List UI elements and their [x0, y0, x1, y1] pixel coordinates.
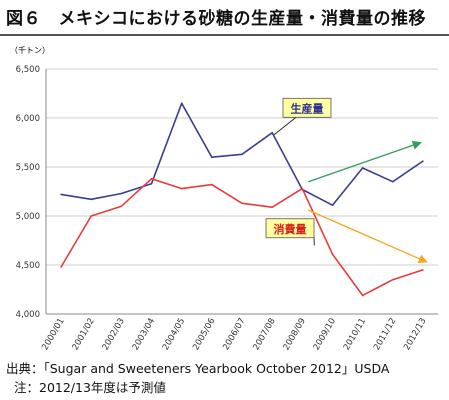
data-point [211, 156, 213, 158]
series-lines [60, 102, 424, 297]
data-point [120, 205, 123, 207]
data-point [391, 278, 394, 281]
x-tick-label: 2000/01 [40, 317, 66, 353]
data-point [361, 294, 364, 297]
source-note: 出典：「Sugar and Sweeteners Yearbook Octobe… [6, 361, 390, 376]
data-point [150, 177, 153, 180]
x-tick-label: 2004/05 [161, 317, 187, 353]
callout-label-consumption: 消費量 [274, 222, 307, 236]
data-point [60, 266, 62, 268]
data-point [90, 215, 93, 217]
data-point [241, 153, 243, 156]
data-point [90, 198, 93, 201]
data-point [271, 131, 273, 134]
y-tick-label: 4,500 [16, 261, 40, 271]
data-point [211, 183, 213, 186]
x-tick-label: 2006/07 [221, 317, 247, 353]
trend-arrows [308, 140, 428, 263]
callout-box [282, 97, 332, 118]
x-tick-label: 2012/13 [402, 317, 428, 353]
data-point [422, 269, 424, 271]
y-tick-label: 5,000 [16, 212, 40, 222]
y-axis-unit-label: （千トン） [10, 45, 50, 55]
x-axis-ticks: 2000/01 2001/02 2002/03 2003/04 2004/05 2005/… [40, 317, 428, 353]
data-point [331, 253, 334, 256]
chart-title: 図６ メキシコにおける砂糖の生産量・消費量の推移 [6, 9, 426, 29]
x-tick-label: 2001/02 [71, 317, 97, 353]
x-tick-label: 2010/11 [342, 317, 368, 353]
y-tick-label: 6,500 [16, 65, 40, 75]
x-tick-label: 2007/08 [251, 317, 277, 353]
y-axis-ticks: 6,500 6,000 5,500 5,000 4,500 4,000 [16, 65, 40, 320]
data-point [271, 206, 273, 208]
data-point [180, 102, 183, 105]
data-point [331, 204, 334, 207]
data-point [120, 192, 123, 195]
forecast-note: 注：2012/13年度は予測値 [14, 380, 166, 395]
x-tick-label: 2005/06 [191, 317, 217, 353]
y-tick-label: 6,000 [16, 114, 40, 124]
data-point [241, 202, 243, 205]
y-tick-label: 5,500 [16, 163, 40, 173]
grid-lines [45, 68, 438, 315]
title-divider [0, 34, 449, 36]
data-point [180, 187, 183, 190]
x-tick-label: 2008/09 [282, 317, 308, 353]
x-tick-label: 2003/04 [131, 317, 157, 353]
data-point [361, 167, 364, 169]
x-tick-label: 2009/10 [312, 317, 338, 353]
data-point [422, 160, 424, 162]
x-tick-label: 2011/12 [372, 317, 398, 353]
trend-arrow-down [308, 209, 428, 263]
data-point [301, 187, 304, 190]
data-point [391, 180, 394, 183]
trend-arrow-up [308, 140, 422, 183]
data-point [150, 182, 153, 185]
x-tick-label: 2002/03 [101, 317, 127, 353]
y-tick-label: 4,000 [16, 310, 40, 320]
callout-box [265, 218, 315, 239]
data-point [60, 193, 62, 196]
callout-label-production: 生産量 [291, 101, 324, 115]
callout-leader [273, 116, 297, 136]
